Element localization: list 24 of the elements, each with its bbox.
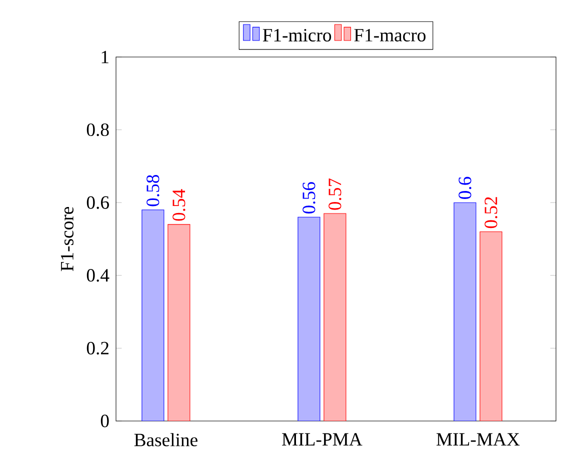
x-tick-label: Baseline (134, 433, 198, 446)
y-tick-label: 0 (100, 414, 109, 428)
data-label: 0.54 (172, 189, 186, 221)
data-label: 0.56 (302, 182, 316, 214)
data-label: 0.58 (146, 174, 160, 206)
bar (324, 213, 346, 421)
y-axis-title: F1-score (60, 206, 74, 272)
y-tick-label: 1 (102, 50, 108, 64)
y-tick-label: 0.2 (86, 342, 108, 355)
bar (142, 210, 164, 421)
y-tick-label: 0.6 (86, 196, 109, 209)
bar (168, 224, 190, 421)
bar (298, 216, 320, 421)
data-label: 0.52 (484, 197, 498, 228)
data-label: 0.6 (458, 176, 472, 199)
y-tick-label: 0.8 (86, 123, 109, 136)
legend-label: F1-macro (354, 28, 426, 42)
bar (480, 231, 502, 421)
data-label: 0.57 (328, 178, 342, 210)
x-tick-label: MIL-PMA (282, 433, 362, 446)
x-tick-label: MIL-MAX (436, 433, 520, 446)
y-tick-label: 0.4 (86, 269, 110, 282)
bar (454, 202, 476, 421)
legend-label: F1-micro (262, 28, 332, 42)
